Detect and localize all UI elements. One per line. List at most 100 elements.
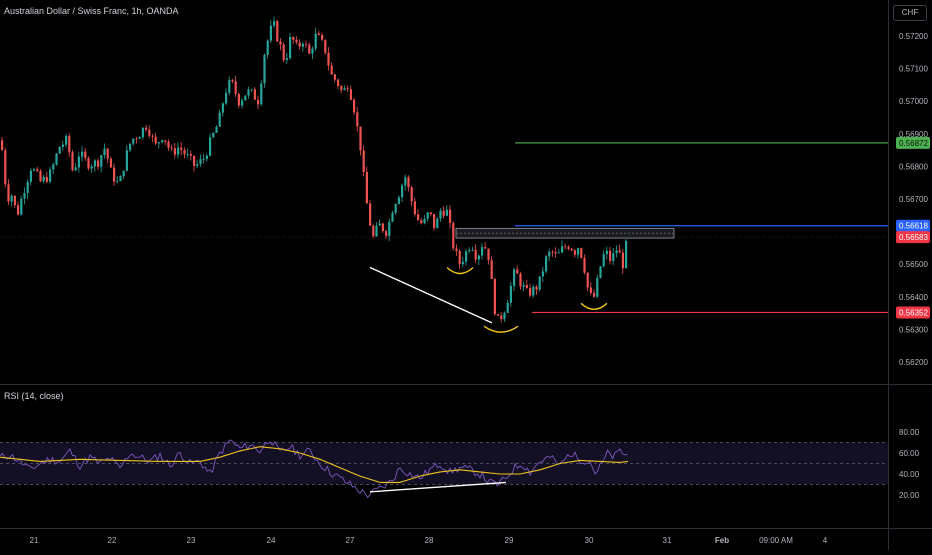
candle[interactable]: [353, 97, 356, 115]
candle[interactable]: [106, 147, 109, 164]
candle[interactable]: [561, 240, 564, 254]
candle[interactable]: [317, 31, 320, 36]
candle[interactable]: [138, 136, 141, 140]
candle[interactable]: [442, 206, 445, 219]
candle[interactable]: [394, 203, 397, 215]
candle[interactable]: [13, 195, 16, 209]
candle[interactable]: [279, 37, 282, 51]
price-candles[interactable]: [1, 16, 628, 323]
candle[interactable]: [449, 204, 452, 229]
candle[interactable]: [525, 279, 528, 290]
candle[interactable]: [567, 244, 570, 251]
candle[interactable]: [29, 168, 32, 186]
candle[interactable]: [177, 142, 180, 159]
price-axis[interactable]: 0.562000.563000.564000.565000.566000.567…: [896, 32, 930, 367]
candle[interactable]: [519, 271, 522, 290]
candle[interactable]: [244, 95, 247, 101]
candle[interactable]: [493, 277, 496, 316]
candle[interactable]: [557, 249, 560, 254]
candle[interactable]: [148, 125, 151, 139]
candle[interactable]: [100, 154, 103, 173]
candle[interactable]: [65, 134, 68, 148]
candle[interactable]: [58, 146, 61, 154]
candle[interactable]: [23, 187, 26, 205]
candle[interactable]: [618, 244, 621, 253]
candle[interactable]: [20, 195, 23, 216]
candle[interactable]: [413, 197, 416, 217]
candle[interactable]: [113, 163, 116, 186]
candle[interactable]: [388, 218, 391, 242]
rsi-panel[interactable]: 20.00 40.00 60.00 80.00: [0, 428, 920, 500]
candle[interactable]: [295, 36, 298, 45]
candle[interactable]: [612, 247, 615, 266]
candle[interactable]: [202, 153, 205, 164]
candle[interactable]: [583, 254, 586, 275]
candle[interactable]: [477, 254, 480, 266]
candle[interactable]: [551, 250, 554, 257]
candle[interactable]: [26, 179, 29, 199]
candle[interactable]: [241, 98, 244, 109]
candle[interactable]: [461, 257, 464, 268]
candle[interactable]: [401, 183, 404, 203]
candle[interactable]: [193, 155, 196, 172]
candle[interactable]: [135, 136, 138, 144]
target-price-tag[interactable]: 0.56872: [896, 136, 930, 149]
candle[interactable]: [125, 145, 128, 172]
candle[interactable]: [42, 174, 45, 184]
candle[interactable]: [573, 248, 576, 258]
candle[interactable]: [167, 139, 170, 151]
candle[interactable]: [340, 84, 343, 94]
candle[interactable]: [253, 87, 256, 100]
price-trendline[interactable]: [369, 266, 493, 324]
candle[interactable]: [513, 267, 516, 292]
candle[interactable]: [378, 219, 381, 226]
candle[interactable]: [535, 284, 538, 295]
candle[interactable]: [7, 179, 10, 205]
candle[interactable]: [161, 139, 164, 144]
candle[interactable]: [276, 19, 279, 43]
candle[interactable]: [609, 246, 612, 265]
candle[interactable]: [180, 141, 183, 156]
candle[interactable]: [330, 62, 333, 75]
candle[interactable]: [372, 223, 375, 238]
candle[interactable]: [55, 152, 58, 166]
candle[interactable]: [589, 281, 592, 296]
candle[interactable]: [580, 247, 583, 259]
candle[interactable]: [45, 171, 48, 184]
candle[interactable]: [141, 127, 144, 140]
candle[interactable]: [215, 124, 218, 134]
candle[interactable]: [122, 170, 125, 180]
candle[interactable]: [500, 312, 503, 323]
candle[interactable]: [532, 284, 535, 298]
candle[interactable]: [509, 281, 512, 307]
candle[interactable]: [321, 32, 324, 42]
candle[interactable]: [605, 246, 608, 260]
candle[interactable]: [247, 86, 250, 99]
candle[interactable]: [199, 154, 202, 167]
candle[interactable]: [173, 142, 176, 159]
candle[interactable]: [221, 102, 224, 117]
candle[interactable]: [61, 140, 64, 151]
candle[interactable]: [503, 311, 506, 322]
candle[interactable]: [33, 167, 36, 172]
candle[interactable]: [337, 78, 340, 90]
candle[interactable]: [68, 133, 71, 158]
candle[interactable]: [311, 46, 314, 60]
candle[interactable]: [157, 141, 160, 149]
candle[interactable]: [346, 85, 349, 92]
time-axis[interactable]: 21 22 23 24 27 28 29 30 31 Feb 09:00 AM 4: [30, 536, 828, 545]
candle[interactable]: [497, 313, 500, 316]
candle[interactable]: [381, 222, 384, 233]
candle[interactable]: [596, 274, 599, 299]
candle[interactable]: [4, 147, 7, 188]
candle[interactable]: [301, 41, 304, 52]
candle[interactable]: [189, 150, 192, 161]
candle[interactable]: [506, 299, 509, 314]
candle[interactable]: [484, 242, 487, 250]
candle[interactable]: [84, 147, 87, 162]
candle[interactable]: [541, 266, 544, 283]
candle[interactable]: [490, 256, 493, 279]
candle[interactable]: [260, 80, 263, 107]
candle[interactable]: [625, 239, 628, 269]
